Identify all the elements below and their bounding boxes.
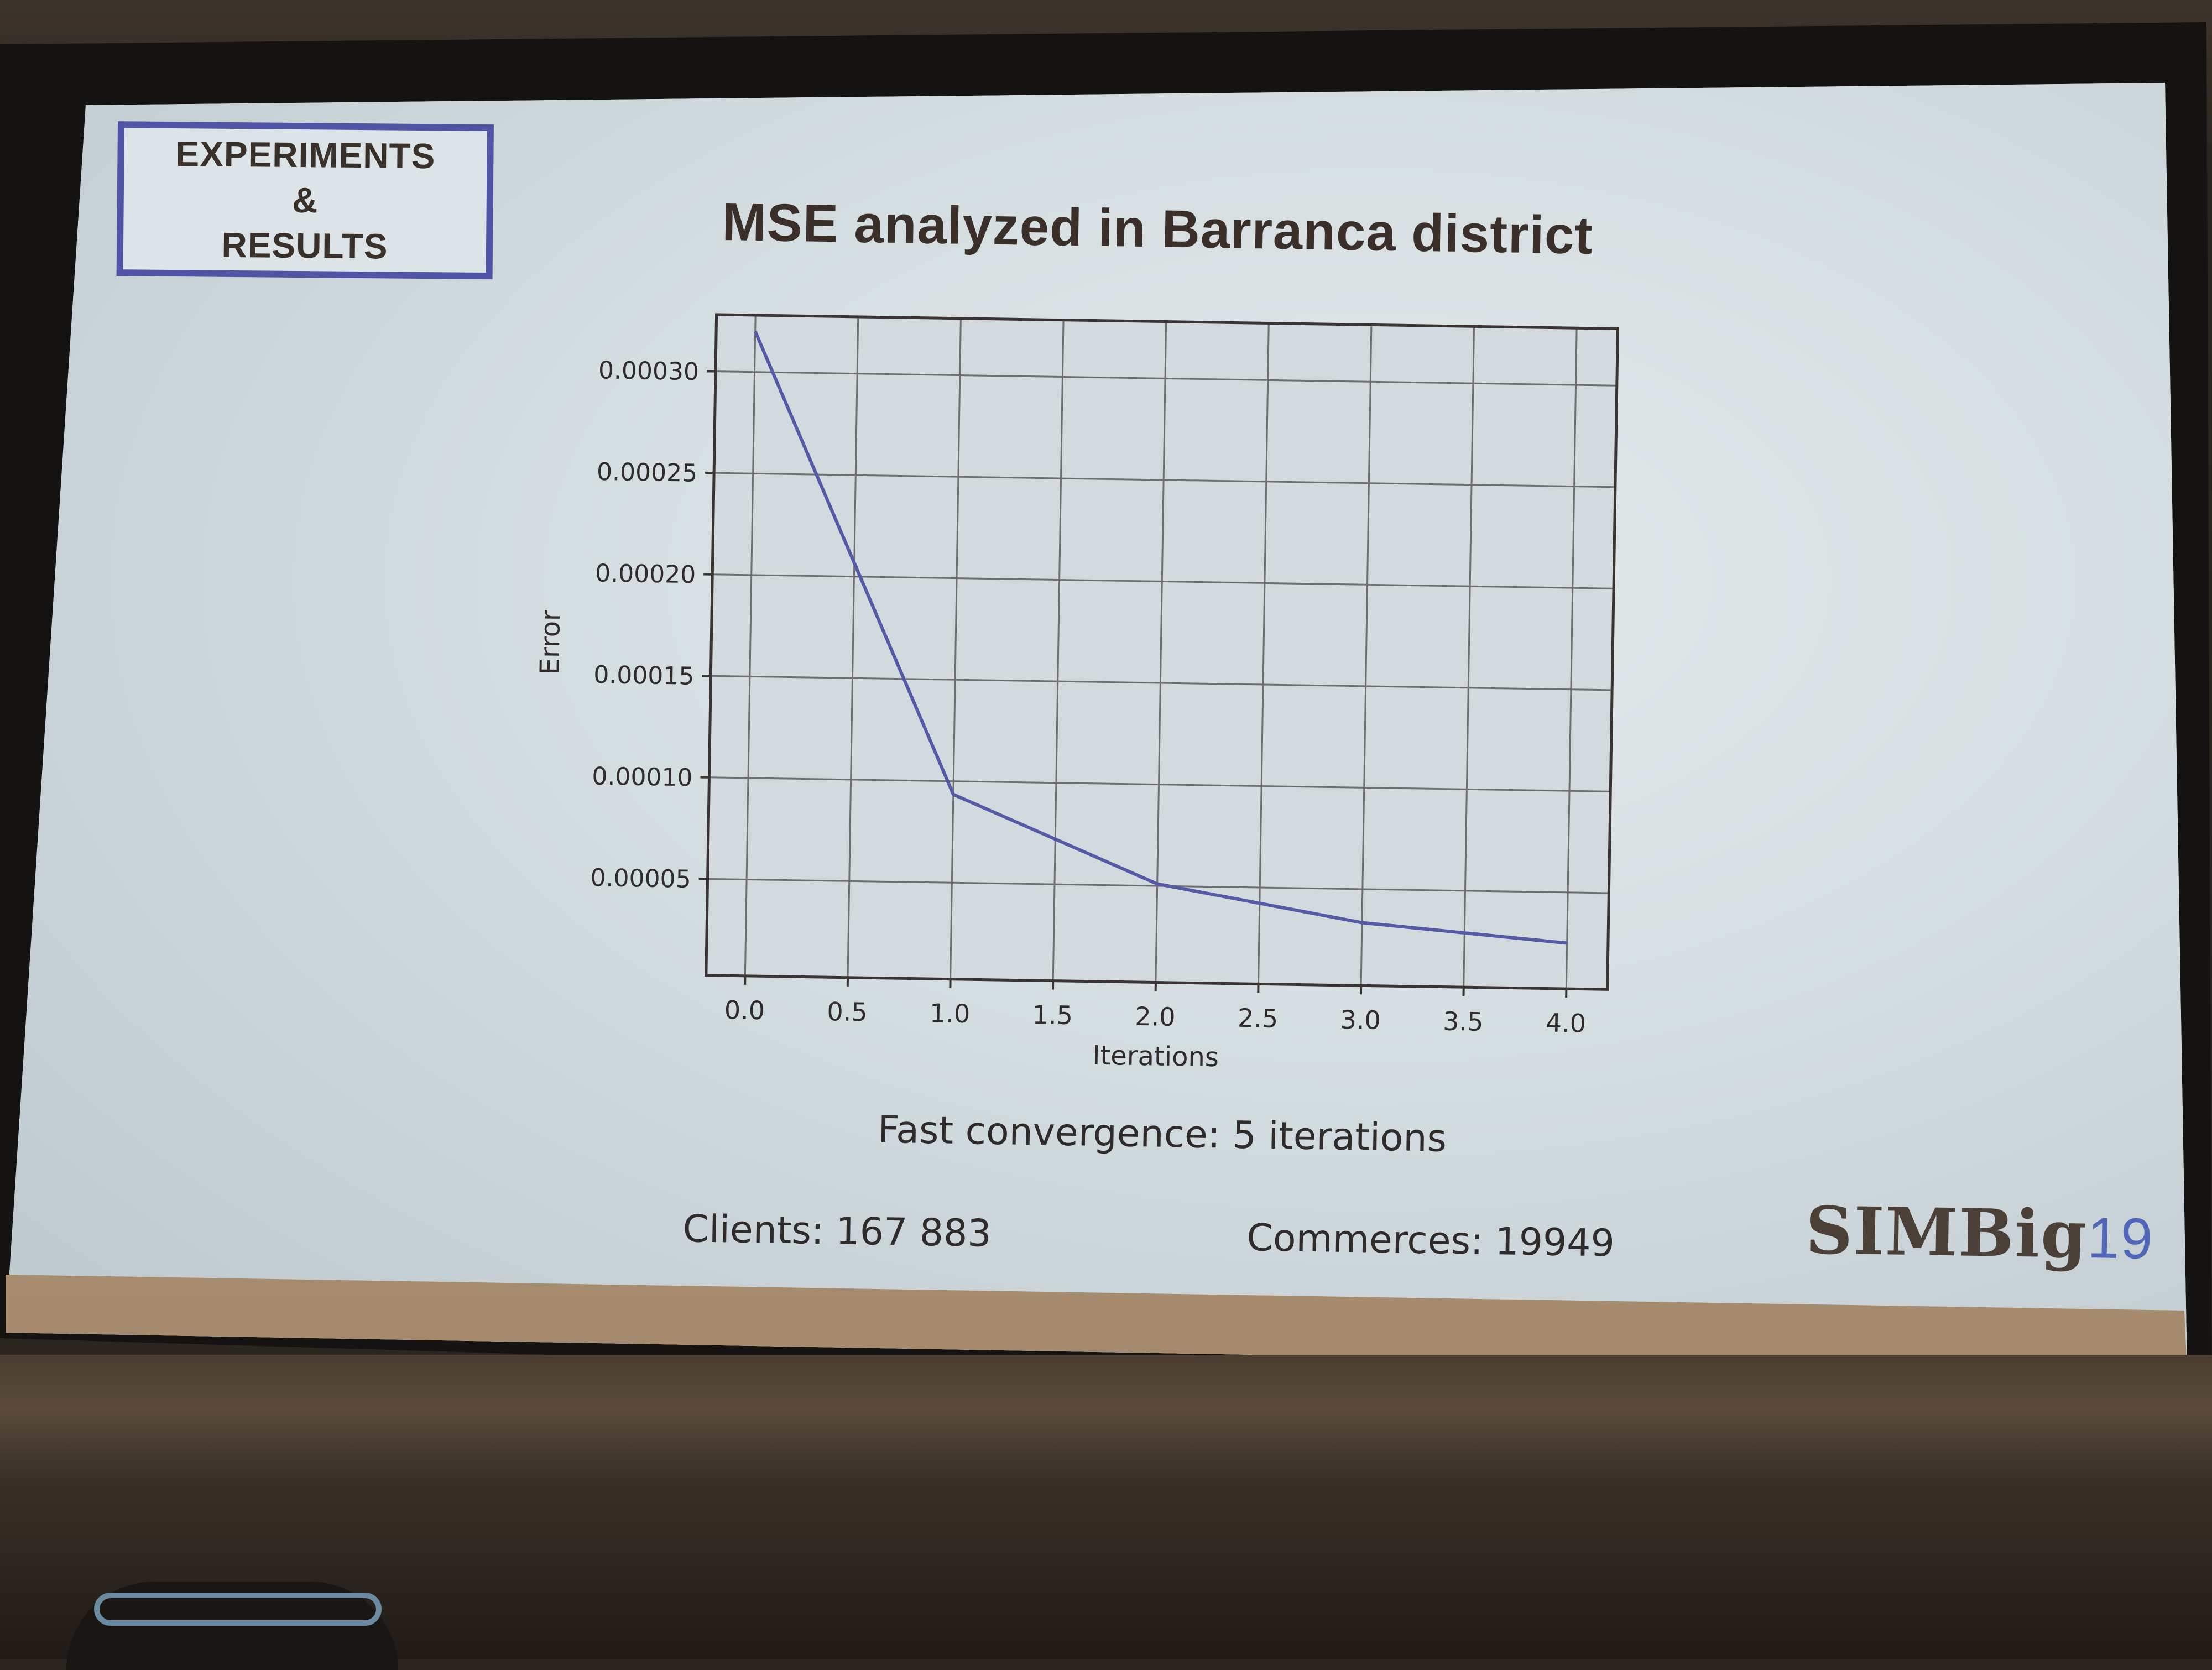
y-tick-label: 0.00015: [593, 661, 695, 691]
x-tick-label: 0.0: [724, 995, 765, 1025]
x-tick-label: 1.0: [930, 998, 971, 1029]
x-tick-label: 0.5: [827, 996, 868, 1027]
logo-text: SIMBig: [1805, 1192, 2088, 1273]
plot-area: [706, 315, 1618, 989]
y-tick-label: 0.00020: [595, 559, 696, 589]
x-tick-label: 3.0: [1340, 1005, 1381, 1035]
x-tick-label: 2.0: [1135, 1001, 1176, 1032]
y-tick-label: 0.00010: [592, 762, 693, 792]
y-tick-label: 0.00005: [590, 864, 691, 894]
mse-chart: 0.0 0.5 1.0 1.5 2.0 2.5 3.0 3.5 4.0 0.00005 0.0001…: [0, 0, 2212, 1400]
clients-caption: Clients: 167 883: [682, 1207, 992, 1256]
slide: EXPERIMENTS & RESULTS MSE analyzed in Ba…: [0, 0, 2212, 1400]
y-tick-label: 0.00030: [598, 356, 700, 386]
x-tick-label: 2.5: [1238, 1003, 1279, 1034]
x-axis-label: Iterations: [1092, 1040, 1219, 1073]
x-tick-label: 4.0: [1545, 1008, 1586, 1038]
y-tick-label: 0.00025: [597, 458, 698, 488]
commerces-caption: Commerces: 19949: [1246, 1216, 1615, 1265]
logo-number: 19: [2087, 1206, 2154, 1271]
x-tick-label: 1.5: [1032, 1000, 1073, 1030]
convergence-caption: Fast convergence: 5 iterations: [878, 1108, 1447, 1161]
simbig-logo: SIMBig19: [1805, 1192, 2154, 1274]
y-axis-label: Error: [534, 610, 566, 675]
audience-glasses: [94, 1593, 382, 1626]
x-tick-label: 3.5: [1443, 1006, 1484, 1037]
